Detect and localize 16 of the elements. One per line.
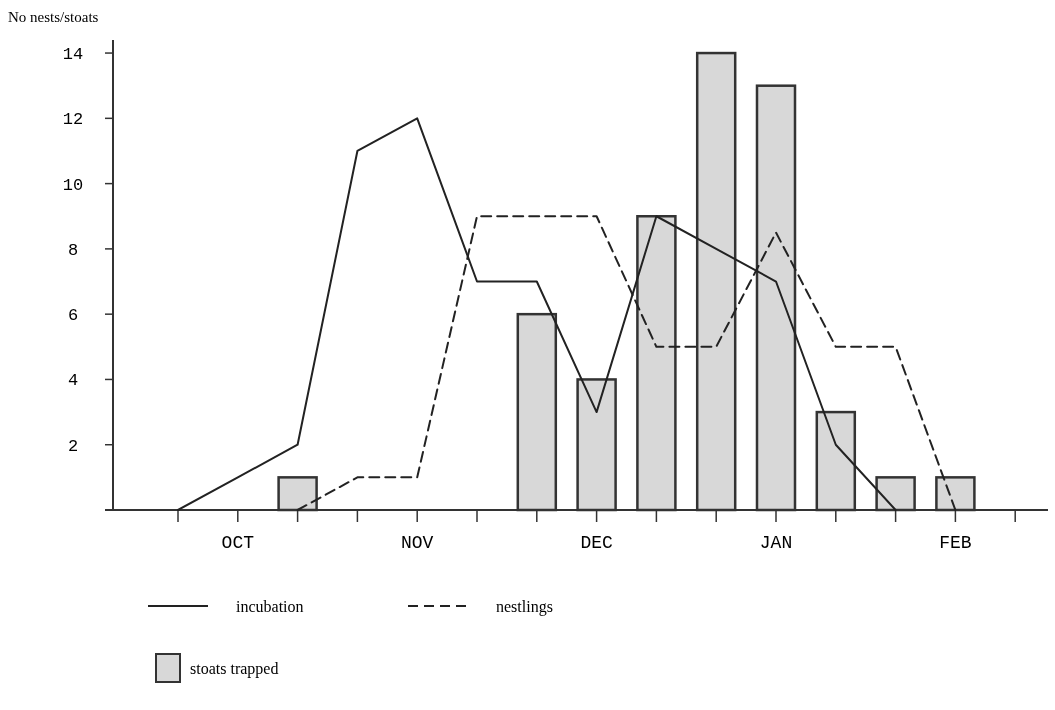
x-tick-label: JAN (759, 533, 793, 553)
x-tick-label: DEC (580, 533, 613, 553)
y-tick-label: 2 (67, 436, 79, 456)
x-tick-label: OCT (221, 533, 255, 553)
y-tick-label: 6 (67, 306, 79, 326)
legend-label: nestlings (496, 597, 553, 616)
legend-label: incubation (236, 597, 304, 615)
legend-label: stoats trapped (190, 659, 279, 678)
x-tick-label: NOV (401, 533, 434, 553)
y-tick-label: 8 (67, 240, 79, 260)
y-tick-label: 12 (62, 110, 84, 130)
x-tick-label: FEB (939, 533, 972, 553)
y-tick-label: 14 (62, 45, 84, 65)
y-axis-title: No nests/stoats (8, 9, 99, 25)
y-tick-label: 4 (67, 371, 79, 391)
y-tick-label: 10 (62, 175, 84, 195)
